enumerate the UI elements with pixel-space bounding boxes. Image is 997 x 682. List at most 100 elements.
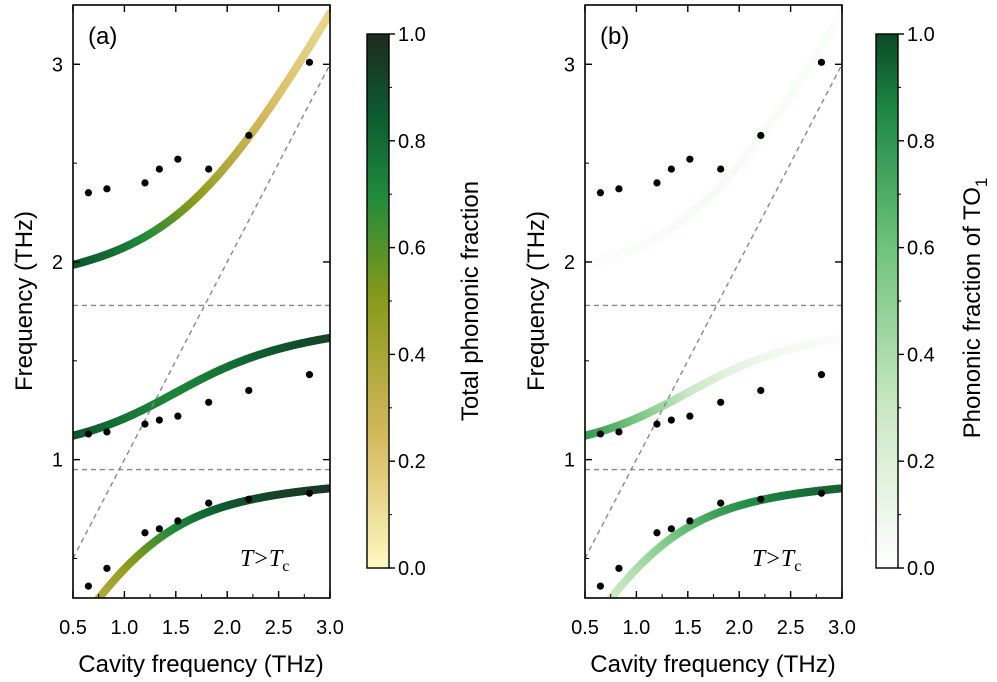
data-point-upper <box>155 165 163 173</box>
y-axis-label-a: Frequency (THz) <box>11 211 38 391</box>
colorbar-tick-label: 0.4 <box>398 344 426 366</box>
colorbar-tick-label: 0.0 <box>398 558 426 580</box>
temperature-c-sub-b: c <box>794 558 801 575</box>
data-point-lower <box>717 499 725 507</box>
temperature-Tc-b: T <box>781 546 796 572</box>
data-point-upper <box>717 165 725 173</box>
colorbar-label-a: Total phononic fraction <box>457 181 484 421</box>
x-tick-label: 2.5 <box>777 617 805 639</box>
x-tick-label: 2.0 <box>725 617 753 639</box>
branch-1-segment <box>92 605 94 607</box>
data-point-lower <box>757 495 765 503</box>
reference-lines-b <box>585 63 842 559</box>
data-point-middle <box>155 416 163 424</box>
y-axis-label-b: Frequency (THz) <box>523 211 550 391</box>
data-point-middle <box>596 430 605 438</box>
branch-1-segment <box>87 611 89 613</box>
data-point-lower <box>84 582 93 590</box>
temperature-c-sub-a: c <box>282 558 289 575</box>
data-point-lower <box>155 525 163 533</box>
data-point-upper <box>174 155 182 163</box>
branch-1-segment <box>86 613 88 615</box>
y-tick-label: 1 <box>52 450 63 472</box>
branch-1-segment <box>606 594 615 598</box>
panel-a: 0.5 1.0 1.5 2.0 2.5 3.0 1 2 3 (a) T>Tc Cavity f… <box>11 4 484 678</box>
colorbar-tick-label: 0.6 <box>907 238 935 260</box>
data-point-middle <box>615 428 623 436</box>
x-axis-ticks-a: 0.5 1.0 1.5 2.0 2.5 3.0 <box>59 5 344 639</box>
branch-1-segment <box>94 603 96 605</box>
x-tick-label: 1.5 <box>162 617 190 639</box>
x-axis-label-a: Cavity frequency (THz) <box>78 651 323 678</box>
data-point-upper <box>141 179 149 187</box>
y-tick-label: 1 <box>564 450 575 472</box>
x-tick-label: 0.5 <box>59 617 87 639</box>
colorbar-label-main-b: Phononic fraction of TO <box>959 187 986 438</box>
x-tick-label: 1.5 <box>674 617 702 639</box>
branch-1-segment <box>598 613 600 615</box>
data-point-middle <box>757 386 765 395</box>
y-axis-ticks-a: 1 2 3 <box>52 54 330 559</box>
data-point-middle <box>817 371 826 379</box>
colorbar-ticks-a: 0.0 0.2 0.4 0.6 0.8 1.0 <box>389 24 426 580</box>
data-point-middle <box>245 386 253 395</box>
polariton-branches-a <box>73 9 330 615</box>
y-axis-ticks-b: 1 2 3 <box>564 54 842 559</box>
bare-cavity-line <box>73 63 330 559</box>
polariton-branches-b <box>585 9 842 615</box>
data-point-lower <box>174 517 182 525</box>
colorbar-tick-label: 0.0 <box>907 558 935 580</box>
colorbar-tick-label: 1.0 <box>398 24 426 46</box>
data-point-middle <box>667 416 675 424</box>
data-point-upper <box>757 131 765 140</box>
branch-1-segment <box>606 596 613 598</box>
colorbar-a <box>366 33 390 569</box>
data-point-upper <box>205 165 213 173</box>
data-point-upper <box>817 58 826 66</box>
colorbar-tick-label: 0.4 <box>907 344 935 366</box>
data-point-upper <box>653 179 661 187</box>
data-point-lower <box>653 529 661 537</box>
plot-frame-b <box>584 4 843 599</box>
data-point-middle <box>141 420 149 428</box>
branch-1-segment <box>91 607 93 609</box>
x-axis-ticks-b: 0.5 1.0 1.5 2.0 2.5 3.0 <box>571 5 856 639</box>
x-tick-label: 0.5 <box>571 617 599 639</box>
data-point-lower <box>305 489 314 497</box>
branch-1-segment <box>606 603 608 605</box>
temperature-annotation-a: T>Tc <box>240 546 289 575</box>
temperature-annotation-b: T>Tc <box>752 546 801 575</box>
x-tick-label: 1.0 <box>622 617 650 639</box>
data-point-upper <box>103 185 111 193</box>
data-point-lower <box>245 495 253 503</box>
data-point-upper <box>596 189 605 197</box>
x-tick-label: 2.0 <box>213 617 241 639</box>
experimental-points-b <box>596 58 826 590</box>
temperature-Tc-a: T <box>269 546 284 572</box>
y-tick-label: 3 <box>52 54 63 76</box>
y-tick-label: 2 <box>52 252 63 274</box>
data-point-lower <box>205 499 213 507</box>
y-tick-label: 2 <box>564 252 575 274</box>
branch-1-segment <box>604 605 606 607</box>
branch-1-segment <box>601 609 603 611</box>
branch-1-segment <box>94 596 101 598</box>
data-point-middle <box>174 412 182 420</box>
colorbar-tick-label: 0.8 <box>907 131 935 153</box>
y-tick-label: 3 <box>564 54 575 76</box>
panel-label-a: (a) <box>88 23 117 50</box>
colorbar-tick-label: 1.0 <box>907 24 935 46</box>
branch-1-segment <box>94 594 103 598</box>
x-tick-label: 3.0 <box>316 617 344 639</box>
x-tick-label: 2.5 <box>265 617 293 639</box>
colorbar-ticks-b: 0.0 0.2 0.4 0.6 0.8 1.0 <box>898 24 935 580</box>
colorbar-b <box>875 33 899 569</box>
panel-b: 0.5 1.0 1.5 2.0 2.5 3.0 1 2 3 (b) T>Tc Cavity f… <box>523 4 991 678</box>
data-point-upper <box>305 58 314 66</box>
data-point-lower <box>667 525 675 533</box>
colorbar-label-b: Phononic fraction of TO1 <box>959 178 991 439</box>
colorbar-tick-label: 0.2 <box>907 451 935 473</box>
data-point-upper <box>245 131 253 140</box>
data-point-middle <box>653 420 661 428</box>
data-point-lower <box>615 564 623 572</box>
